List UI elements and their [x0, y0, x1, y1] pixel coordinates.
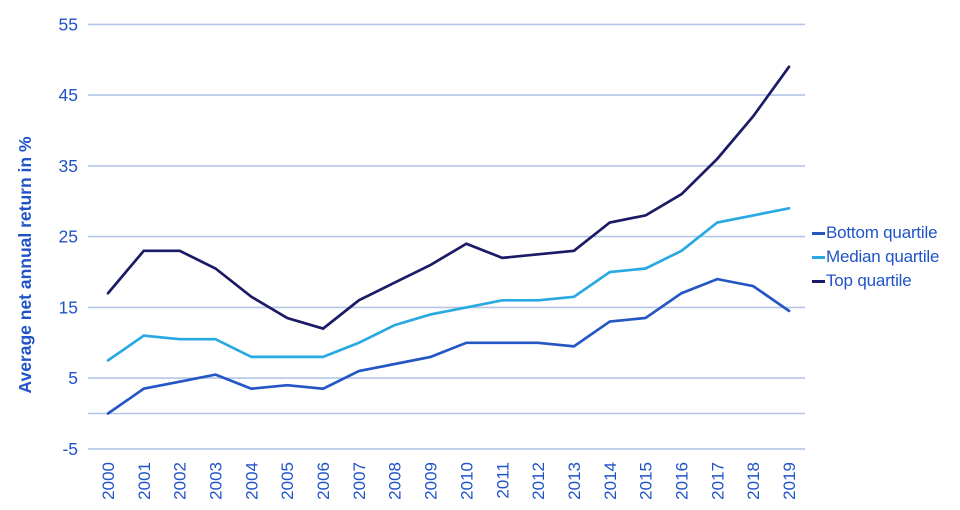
series-line-median-quartile — [106, 206, 791, 362]
x-tick-label: 2017 — [708, 462, 727, 500]
series-line-top-quartile — [106, 65, 791, 331]
x-tick-label: 2006 — [314, 462, 333, 500]
legend-label: Median quartile — [826, 247, 940, 266]
y-tick-label: 5 — [68, 368, 78, 388]
x-tick-label: 2010 — [457, 462, 476, 500]
x-tick-label: 2003 — [207, 462, 226, 500]
legend-label: Bottom quartile — [826, 223, 938, 242]
x-tick-label: 2011 — [493, 462, 512, 499]
y-tick-label: 25 — [59, 227, 78, 247]
y-tick-label: 15 — [59, 297, 78, 317]
x-tick-label: 2014 — [601, 462, 620, 500]
x-tick-label: 2000 — [99, 462, 118, 500]
median-quartile-line-swatch — [812, 255, 825, 259]
legend-item-top-quartile: Top quartile — [812, 269, 939, 293]
x-tick-label: 2019 — [780, 462, 799, 500]
series-line-bottom-quartile — [106, 277, 791, 415]
y-tick-label: 35 — [59, 156, 78, 176]
x-tick-label: 2005 — [278, 462, 297, 500]
legend-item-median-quartile: Median quartile — [812, 245, 939, 269]
y-tick-label: 45 — [59, 85, 78, 105]
legend-item-bottom-quartile: Bottom quartile — [812, 221, 939, 245]
x-tick-label: 2001 — [135, 462, 154, 500]
legend-label: Top quartile — [826, 271, 912, 290]
top-quartile-line-swatch — [812, 279, 825, 283]
x-tick-label: 2016 — [673, 462, 692, 500]
x-tick-label: 2004 — [242, 462, 261, 500]
x-tick-label: 2009 — [422, 462, 441, 500]
x-tick-label: 2002 — [171, 462, 190, 500]
x-tick-label: 2007 — [350, 462, 369, 500]
chart-legend: Bottom quartile Median quartile Top quar… — [812, 221, 939, 293]
y-tick-label: 55 — [59, 14, 78, 34]
x-tick-label: 2015 — [637, 462, 656, 500]
y-axis-title: Average net annual return in % — [15, 136, 35, 393]
bottom-quartile-line-swatch — [812, 231, 825, 235]
x-tick-label: 2013 — [565, 462, 584, 500]
y-tick-label: -5 — [62, 439, 78, 459]
x-tick-label: 2018 — [744, 462, 763, 500]
x-tick-label: 2008 — [386, 462, 405, 500]
x-tick-label: 2012 — [529, 462, 548, 500]
